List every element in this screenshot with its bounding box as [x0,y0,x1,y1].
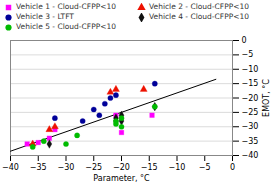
svg-text:−25: −25 [85,163,102,172]
html-text:Vehicle 3 - LTFT: Vehicle 3 - LTFT [16,12,74,21]
svg-text:−20: −20 [242,94,259,103]
svg-text:0: 0 [242,36,247,45]
html-text:Vehicle 1 - Cloud-CFPP<10: Vehicle 1 - Cloud-CFPP<10 [16,2,116,11]
svg-text:−40: −40 [2,163,19,172]
svg-text:−15: −15 [141,163,158,172]
html-text:Vehicle 4 - Cloud-CFPP<10: Vehicle 4 - Cloud-CFPP<10 [149,12,249,21]
svg-text:−35: −35 [30,163,47,172]
svg-text:−30: −30 [242,122,259,131]
svg-text:−35: −35 [242,137,259,146]
svg-text:−5: −5 [242,50,254,59]
svg-text:0: 0 [230,163,235,172]
svg-text:−40: −40 [242,151,259,160]
svg-text:−5: −5 [199,163,211,172]
svg-text:−20: −20 [113,163,130,172]
svg-text:−15: −15 [242,79,259,88]
html-text:Vehicle 5 - Cloud-CFPP<10: Vehicle 5 - Cloud-CFPP<10 [16,22,116,31]
svg-text:−10: −10 [169,163,186,172]
html-text:Vehicle 2 - Cloud-CFPP<10: Vehicle 2 - Cloud-CFPP<10 [149,2,249,11]
svg-text:Parameter, °C: Parameter, °C [93,174,150,183]
svg-text:−25: −25 [242,108,259,117]
svg-text:EMOT, °C: EMOT, °C [262,79,271,117]
svg-text:−30: −30 [58,163,75,172]
svg-text:−10: −10 [242,65,259,74]
